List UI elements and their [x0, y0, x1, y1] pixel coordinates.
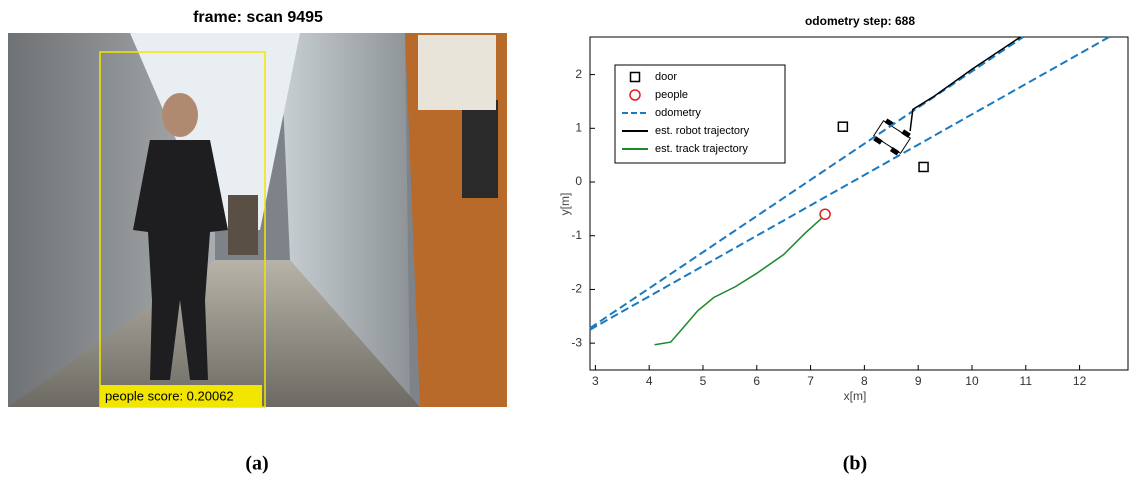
door-marker	[918, 161, 929, 173]
score-label: people score: 0.20062	[105, 388, 234, 403]
y-tick-label: 1	[575, 120, 582, 134]
photo-title: frame: scan 9495	[193, 9, 323, 26]
x-tick-label: 3	[592, 374, 599, 388]
x-tick-label: 12	[1073, 374, 1087, 388]
y-tick-label: -1	[571, 228, 582, 242]
y-tick-label: 0	[575, 174, 582, 188]
y-axis-label: y[m]	[558, 193, 572, 216]
x-tick-label: 6	[753, 374, 760, 388]
series-line	[909, 36, 1021, 132]
chart: odometry step: 688 x[m] y[m] 3 4 5 6 7 8 9 10 11…	[558, 14, 1129, 403]
x-tick-label: 11	[1020, 374, 1033, 388]
series-line	[589, 36, 1110, 331]
robot-icon	[872, 118, 912, 156]
series-line	[654, 217, 822, 346]
legend-label: odometry	[655, 107, 701, 119]
door-marker	[837, 121, 849, 132]
chart-title: odometry step: 688	[805, 14, 915, 28]
legend-label: est. robot trajectory	[655, 125, 750, 137]
x-tick-label: 9	[915, 374, 922, 388]
caption: (a)	[245, 453, 268, 475]
y-tick-label: -2	[571, 282, 582, 296]
photo: people score: 0.20062	[8, 33, 507, 408]
x-tick-label: 4	[646, 374, 653, 388]
legend-label: door	[655, 71, 677, 83]
legend-symbol	[629, 71, 641, 83]
caption: (b)	[843, 453, 867, 475]
x-axis-label: x[m]	[844, 389, 867, 403]
y-tick-label: -3	[571, 335, 582, 349]
x-tick-label: 10	[965, 374, 979, 388]
people-marker	[819, 208, 831, 220]
y-tick-label: 2	[575, 67, 582, 81]
person	[133, 93, 228, 380]
x-tick-label: 5	[700, 374, 707, 388]
x-tick-label: 7	[807, 374, 814, 388]
x-tick-label: 8	[861, 374, 868, 388]
legend-label: est. track trajectory	[655, 143, 748, 155]
legend-symbol	[629, 89, 641, 101]
legend-label: people	[655, 89, 688, 101]
